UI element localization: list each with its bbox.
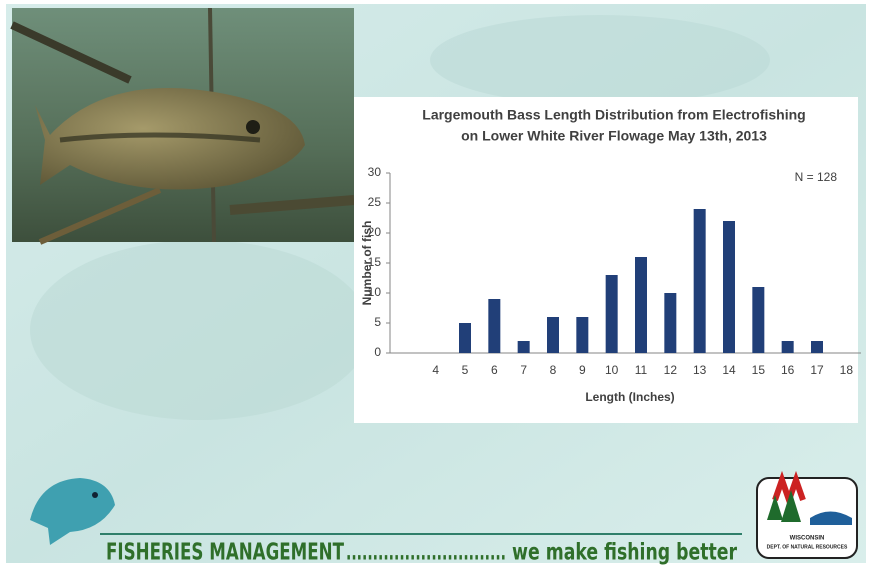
- bg-shape: [430, 15, 770, 105]
- bar: [576, 317, 588, 353]
- bar: [488, 299, 500, 353]
- bar: [664, 293, 676, 353]
- bar: [694, 209, 706, 353]
- x-tick-label: 5: [462, 363, 469, 377]
- slide: Largemouth Bass Length Distribution from…: [0, 0, 872, 567]
- bar: [782, 341, 794, 353]
- x-tick-label: 7: [520, 363, 527, 377]
- y-tick-label: 25: [368, 195, 382, 209]
- bass-photo: [12, 8, 354, 242]
- footer-slogan: FISHERIES MANAGEMENT: [106, 540, 344, 566]
- bar: [518, 341, 530, 353]
- x-tick-label: 10: [605, 363, 619, 377]
- bar: [547, 317, 559, 353]
- x-tick-label: 17: [810, 363, 824, 377]
- y-tick-label: 30: [368, 165, 382, 179]
- y-tick-label: 15: [368, 255, 382, 269]
- y-tick-label: 5: [374, 315, 381, 329]
- x-tick-label: 15: [752, 363, 766, 377]
- x-tick-label: 13: [693, 363, 707, 377]
- bar: [752, 287, 764, 353]
- footer-slogan: we make fishing better: [512, 540, 737, 566]
- x-tick-label: 16: [781, 363, 795, 377]
- y-tick-label: 10: [368, 285, 382, 299]
- bar: [606, 275, 618, 353]
- logo-text: WISCONSIN: [790, 536, 825, 542]
- x-tick-label: 14: [722, 363, 736, 377]
- x-tick-label: 18: [840, 363, 854, 377]
- x-tick-label: 8: [550, 363, 557, 377]
- bar: [635, 257, 647, 353]
- x-tick-label: 4: [432, 363, 439, 377]
- bar: [723, 221, 735, 353]
- x-tick-label: 9: [579, 363, 586, 377]
- logo-text: DEPT. OF NATURAL RESOURCES: [767, 544, 848, 550]
- footer-dots: ..............................: [346, 540, 506, 566]
- bar: [459, 323, 471, 353]
- x-tick-label: 6: [491, 363, 498, 377]
- bg-shape: [30, 240, 370, 420]
- x-tick-label: 12: [664, 363, 678, 377]
- x-axis-title: Length (Inches): [585, 390, 674, 404]
- bar: [811, 341, 823, 353]
- y-tick-label: 0: [374, 345, 381, 359]
- chart-title: on Lower White River Flowage May 13th, 2…: [461, 128, 767, 144]
- x-tick-label: 11: [635, 363, 648, 377]
- annotation: N = 128: [795, 170, 838, 184]
- chart-title: Largemouth Bass Length Distribution from…: [422, 107, 805, 123]
- y-tick-label: 20: [368, 225, 382, 239]
